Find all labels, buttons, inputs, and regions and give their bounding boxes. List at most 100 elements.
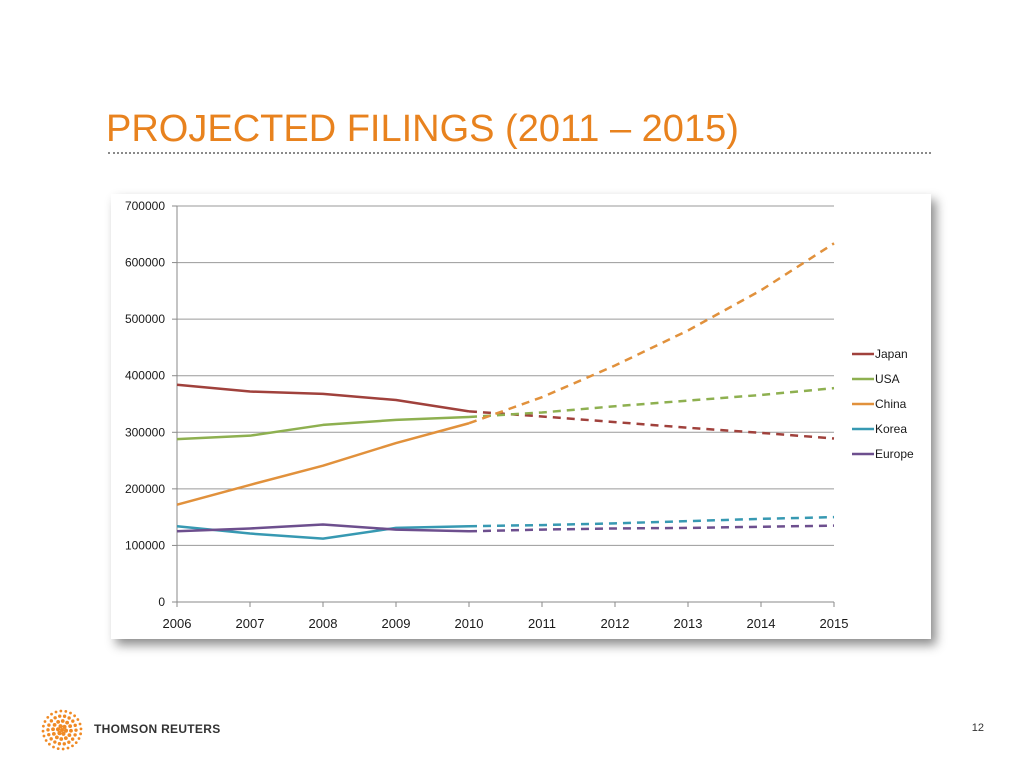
slide-title: PROJECTED FILINGS (2011 – 2015) [106,108,739,150]
logo-dot [52,745,55,749]
series-line-europe-projected [468,524,835,533]
legend-label: Korea [875,422,907,436]
logo-dot [74,741,78,745]
logo-dot [67,733,72,738]
series-line-europe-actual [176,523,470,533]
logo-dot [44,739,48,742]
legend: Japan USA China Korea Europe [852,347,914,461]
logo-dot [41,729,45,733]
x-tick-label: 2011 [528,616,556,631]
logo-dot [62,714,67,718]
x-tick-label: 2010 [455,616,484,631]
logo-dot [70,737,75,741]
y-tick-label: 500000 [125,312,165,326]
logo-dot [62,724,67,729]
logo-dot [49,719,54,723]
y-tick-label: 600000 [125,256,165,270]
logo-dot [67,740,71,744]
series-line-japan-projected [468,410,835,440]
logo-dot [67,716,71,720]
y-tick-label: 100000 [125,538,165,552]
logo-dot [71,744,74,748]
logo-dot [73,714,77,718]
legend-label: Japan [875,347,908,361]
logo-dot [77,737,81,740]
logo-dot [53,740,57,744]
logo-dot [53,716,57,720]
logo-dot [47,723,51,727]
series-line-korea-actual [176,524,470,540]
gridlines [177,205,834,603]
logo-dot [56,719,61,724]
page-number: 12 [971,722,984,734]
logo-dot [57,742,62,746]
x-tick-label: 2009 [382,616,411,631]
logo-dot [58,724,63,729]
thomson-reuters-logo-icon [41,709,83,751]
logo-dot [41,724,45,728]
logo-dot [60,719,65,723]
logo-dot [59,737,64,741]
x-tick-label: 2006 [163,616,192,631]
logo-dot [46,728,50,732]
chart-panel: 0 100000 200000 300000 400000 500000 600000 700… [111,194,931,639]
legend-label: Europe [875,447,914,461]
logo-dot [46,715,50,719]
series-lines [176,242,835,540]
logo-dot [66,746,70,750]
y-tick-label: 400000 [125,369,165,383]
logo-dot [78,722,82,726]
logo-dot [57,731,62,736]
logo-dot [50,712,53,716]
logo-dot [55,727,61,732]
series-line-japan-actual [176,383,470,413]
logo-dot [79,727,83,731]
series-line-korea-projected [468,515,835,528]
logo-dot [49,737,53,741]
logo-dot [79,732,83,736]
logo-dot [61,747,65,751]
logo-dot [62,742,66,746]
logo-dot [42,734,46,738]
logo-dot [76,718,80,721]
logo-dot [51,727,55,732]
logo-dot [69,728,73,733]
logo-dot [47,742,51,746]
series-line-china-actual [176,422,470,506]
y-tick-label: 0 [158,595,165,609]
x-tick-label: 2013 [674,616,703,631]
legend-label: China [875,397,907,411]
x-tick-label: 2012 [601,616,630,631]
logo-dot [64,709,68,713]
title-divider [108,152,931,154]
logo-dot [52,722,57,727]
logo-dot [74,728,78,732]
series-line-usa-actual [176,415,470,441]
logo-dot [69,711,72,715]
logo-dot [60,728,64,732]
legend-label: USA [875,372,900,386]
logo-dot [51,731,56,736]
y-tick-label: 200000 [125,482,165,496]
logo-dot [73,733,77,737]
logo-dot [63,728,69,733]
logo-dot [43,720,47,723]
logo-dot [68,724,73,729]
x-tick-label: 2008 [309,616,338,631]
logo-dot [54,710,58,714]
logo-dot [54,735,59,740]
y-tick-label: 700000 [125,199,165,213]
x-tick-label: 2014 [747,616,776,631]
logo-dot [65,720,70,725]
x-tick-label: 2015 [820,616,849,631]
axes: 0 100000 200000 300000 400000 500000 600000 700… [125,199,849,631]
brand-name: THOMSON REUTERS [94,722,221,736]
y-tick-label: 300000 [125,425,165,439]
x-tick-label: 2007 [236,616,265,631]
logo-dot [61,731,66,736]
logo-dot [56,747,60,751]
logo-dot [59,709,63,713]
logo-dot [73,723,77,728]
logo-dot [47,732,51,737]
series-line-usa-projected [468,386,835,419]
